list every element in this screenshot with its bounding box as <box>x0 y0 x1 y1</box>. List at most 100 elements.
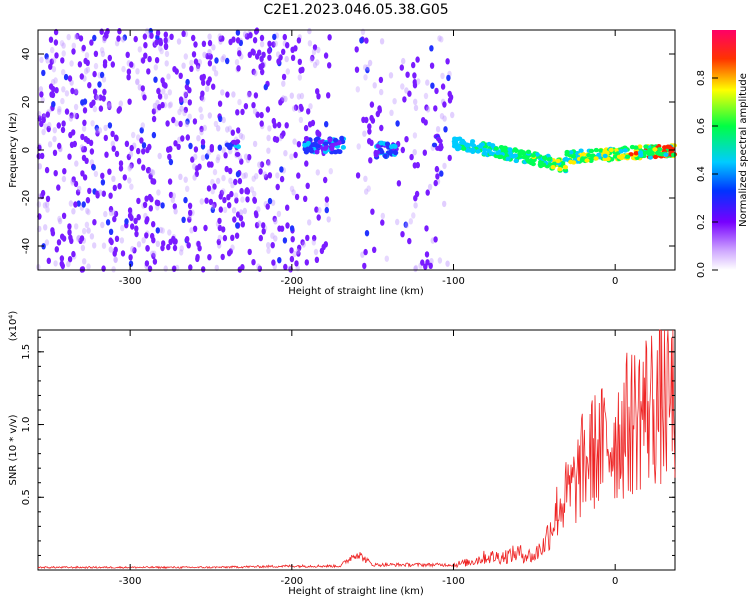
spectrogram-cell <box>93 93 99 101</box>
colorbar-tick-label: 0.0 <box>696 262 707 278</box>
spectrogram-cell <box>301 241 306 248</box>
chart-title: C2E1.2023.046.05.38.G05 <box>263 2 448 18</box>
y-tick-label: -40 <box>21 238 32 254</box>
spectrogram-cell <box>265 203 270 210</box>
spectrogram-cell <box>92 70 97 78</box>
spectrogram-cell <box>285 42 290 49</box>
spectrogram-cell <box>395 120 400 127</box>
spectrogram-cell <box>281 80 286 87</box>
spectrogram-cell <box>156 87 161 95</box>
spectrogram-cell <box>317 139 323 145</box>
spectrogram-cell <box>45 111 50 118</box>
spectrogram-cell <box>461 146 467 151</box>
spectrogram-cell <box>42 202 48 209</box>
spectrogram-cell <box>64 108 70 115</box>
spectrogram-cell <box>227 202 232 209</box>
spectrogram-cell <box>495 150 501 156</box>
spectrogram-y-ticks: -40 -20 0 20 40 <box>21 48 675 254</box>
spectrogram-cell <box>155 29 161 37</box>
spectrogram-cell <box>135 78 140 85</box>
spectrogram-cell <box>384 141 391 147</box>
spectrogram-cell <box>267 40 272 47</box>
spectrogram-cell <box>85 207 90 215</box>
spectrogram-cell <box>310 54 315 62</box>
spectrogram-cell <box>285 222 290 229</box>
spectrogram-cell <box>127 165 132 172</box>
spectrogram-cell <box>60 262 65 270</box>
spectrogram-cell <box>243 153 249 160</box>
spectrogram-cell <box>136 214 141 221</box>
spectrogram-cell <box>141 142 147 149</box>
spectrogram-cell <box>440 83 446 90</box>
spectrogram-cell <box>167 153 172 161</box>
spectrogram-cell <box>254 222 260 229</box>
spectrogram-cell <box>45 206 50 213</box>
spectrogram-cell <box>107 54 113 62</box>
spectrogram-cell <box>590 153 596 158</box>
spectrogram-cell <box>379 88 384 96</box>
spectrogram-cell <box>189 65 194 73</box>
spectrogram-cell <box>421 117 426 124</box>
spectrogram-cell <box>248 32 253 39</box>
spectrogram-cell <box>204 197 209 204</box>
spectrogram-cell <box>80 99 85 106</box>
spectrogram-cell <box>61 50 66 57</box>
spectrogram-cell <box>305 234 310 242</box>
spectrogram-cell <box>178 173 183 180</box>
spectrogram-cell <box>60 126 66 134</box>
spectrogram-cell <box>146 68 151 75</box>
spectrogram-cell <box>158 39 163 47</box>
spectrogram-cell <box>134 230 139 238</box>
spectrogram-cell <box>252 37 258 44</box>
spectrogram-cell <box>647 155 654 160</box>
spectrogram-cell <box>199 125 204 133</box>
spectrogram-cell <box>366 185 371 192</box>
spectrogram-cell <box>252 108 258 115</box>
spectrogram-cell <box>439 36 444 43</box>
spectrogram-cell <box>132 247 137 254</box>
spectrogram-cell <box>147 193 153 201</box>
spectrogram-cell <box>568 150 574 155</box>
spectrogram-cell <box>442 115 447 122</box>
spectrogram-cell <box>392 98 397 105</box>
spectrogram-cell <box>612 154 619 159</box>
spectrogram-cell <box>616 154 623 159</box>
spectrogram-cell <box>129 144 134 152</box>
spectrogram-cell <box>382 153 388 159</box>
spectrogram-cell <box>100 179 106 186</box>
spectrogram-cell <box>378 140 384 146</box>
spectrogram-cell <box>71 208 76 215</box>
spectrogram-cell <box>53 39 59 46</box>
spectrogram-cell <box>370 117 376 124</box>
spectrogram-cell <box>152 250 157 257</box>
spectrogram-cell <box>562 157 568 162</box>
spectrogram-cell <box>221 226 226 233</box>
spectrogram-cell <box>216 154 221 161</box>
spectrogram-cell <box>534 152 540 157</box>
spectrogram-cell <box>183 96 188 104</box>
spectrogram-cell <box>57 215 62 223</box>
spectrogram-cell <box>84 52 90 59</box>
spectrogram-cell <box>130 245 135 253</box>
spectrogram-cell <box>188 142 193 150</box>
spectrogram-cell <box>272 135 278 143</box>
spectrogram-cell <box>108 192 113 199</box>
spectrogram-cell <box>177 108 182 116</box>
spectrogram-cell <box>120 224 125 232</box>
spectrogram-cell <box>85 137 91 145</box>
spectrogram-cell <box>380 212 385 220</box>
spectrogram-cell <box>239 158 244 165</box>
spectrogram-cell <box>252 190 257 198</box>
spectrogram-cell <box>230 234 235 241</box>
spectrogram-cell <box>158 45 163 52</box>
spectrogram-cell <box>434 87 439 95</box>
spectrogram-cell <box>69 112 74 119</box>
spectrogram-cell <box>114 135 119 142</box>
spectrogram-cell <box>118 165 124 172</box>
spectrogram-cell <box>92 88 98 95</box>
spectrogram-cell <box>62 168 67 175</box>
spectrogram-cell <box>231 91 236 98</box>
spectrogram-cell <box>372 82 377 89</box>
spectrogram-cell <box>43 224 48 231</box>
spectrogram-cell <box>107 168 112 175</box>
